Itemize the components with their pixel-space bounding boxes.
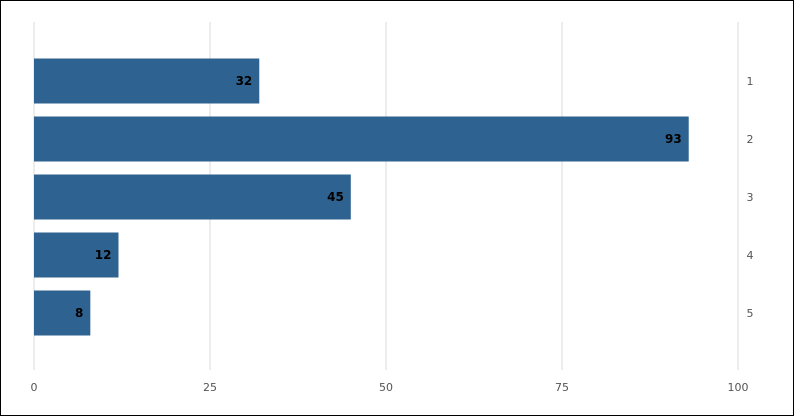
- bar: [34, 58, 260, 104]
- data-label: 93: [665, 132, 682, 146]
- category-label: 5: [747, 307, 754, 320]
- bar: [34, 290, 91, 336]
- category-label: 1: [747, 75, 754, 88]
- x-tick-label: 0: [31, 381, 38, 394]
- x-axis-ticks: 0 25 50 75 100: [31, 381, 749, 394]
- data-labels: 32 93 45 12 8: [75, 74, 682, 320]
- x-tick-label: 100: [728, 381, 749, 394]
- bar: [34, 174, 351, 220]
- data-label: 12: [95, 248, 112, 262]
- bar: [34, 232, 119, 278]
- category-label: 3: [747, 191, 754, 204]
- category-label: 2: [747, 133, 754, 146]
- bars: [34, 58, 689, 336]
- data-label: 45: [327, 190, 344, 204]
- category-label: 4: [747, 249, 754, 262]
- category-labels: 1 2 3 4 5: [747, 75, 754, 320]
- bar: [34, 116, 689, 162]
- data-label: 32: [236, 74, 253, 88]
- x-tick-label: 25: [203, 381, 217, 394]
- x-tick-label: 75: [555, 381, 569, 394]
- data-label: 8: [75, 306, 83, 320]
- x-tick-label: 50: [379, 381, 393, 394]
